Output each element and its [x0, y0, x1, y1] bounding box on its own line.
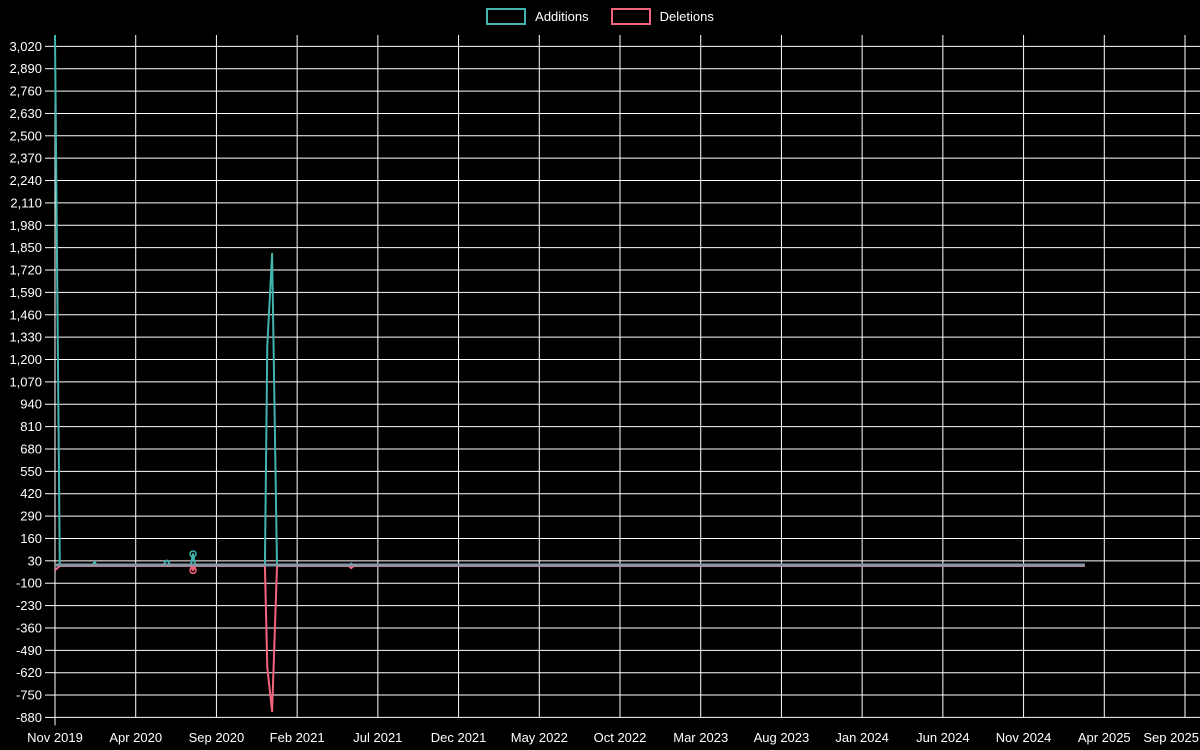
y-tick-label: -490: [16, 643, 42, 658]
x-tick-label: Jan 2024: [835, 730, 889, 745]
x-tick-label: Dec 2021: [431, 730, 487, 745]
y-tick-label: 2,240: [9, 173, 42, 188]
x-tick-label: Feb 2021: [270, 730, 325, 745]
y-tick-label: -880: [16, 710, 42, 725]
deletions-point-marker: [189, 566, 197, 575]
x-tick-label: Nov 2019: [27, 730, 83, 745]
y-tick-label: 2,630: [9, 106, 42, 121]
y-tick-label: 810: [20, 419, 42, 434]
additions-point-marker: [189, 550, 197, 558]
deletions-swatch-icon: [610, 8, 651, 25]
x-tick-label: Aug 2023: [754, 730, 810, 745]
y-tick-label: 1,200: [9, 352, 42, 367]
y-tick-label: 550: [20, 464, 42, 479]
additions-line: [54, 35, 1085, 567]
y-tick-label: 30: [28, 553, 42, 568]
y-tick-label: -620: [16, 665, 42, 680]
chart-legend: Additions Deletions: [0, 8, 1200, 25]
x-tick-label: Jul 2021: [353, 730, 402, 745]
x-tick-label: Nov 2024: [996, 730, 1052, 745]
deletions-line: [54, 565, 1085, 713]
x-tick-label: Oct 2022: [594, 730, 647, 745]
y-tick-label: 940: [20, 397, 42, 412]
y-tick-label: 680: [20, 441, 42, 456]
y-tick-label: 2,370: [9, 151, 42, 166]
y-tick-label: 3,020: [9, 39, 42, 54]
x-tick-label: Apr 2025: [1078, 730, 1131, 745]
y-tick-label: 2,110: [10, 195, 42, 210]
x-tick-label: Jun 2024: [916, 730, 970, 745]
y-tick-label: 1,330: [9, 330, 42, 345]
y-tick-label: 2,890: [9, 61, 42, 76]
x-tick-label: Sep 2025: [1143, 730, 1199, 745]
y-tick-label: -100: [16, 576, 42, 591]
y-tick-label: 2,500: [9, 128, 42, 143]
y-tick-label: 1,850: [9, 240, 42, 255]
y-tick-label: 1,590: [9, 285, 42, 300]
legend-item-deletions[interactable]: Deletions: [610, 8, 714, 25]
legend-label-deletions: Deletions: [659, 8, 714, 24]
y-tick-label: 290: [20, 509, 42, 524]
y-tick-label: 160: [20, 531, 42, 546]
y-tick-label: -230: [16, 598, 42, 613]
y-tick-label: -360: [16, 620, 42, 635]
y-tick-label: 1,070: [9, 374, 42, 389]
x-tick-label: Sep 2020: [189, 730, 245, 745]
legend-item-additions[interactable]: Additions: [486, 8, 589, 25]
x-tick-label: May 2022: [511, 730, 568, 745]
legend-label-additions: Additions: [535, 8, 589, 24]
additions-swatch-icon: [486, 8, 527, 25]
y-tick-label: 420: [20, 486, 42, 501]
y-tick-label: 1,980: [9, 218, 42, 233]
y-tick-label: 1,460: [9, 307, 42, 322]
x-tick-label: Apr 2020: [109, 730, 162, 745]
y-tick-label: 2,760: [9, 84, 42, 99]
y-tick-label: -750: [16, 688, 42, 703]
y-tick-label: 1,720: [9, 263, 42, 278]
x-tick-label: Mar 2023: [673, 730, 728, 745]
